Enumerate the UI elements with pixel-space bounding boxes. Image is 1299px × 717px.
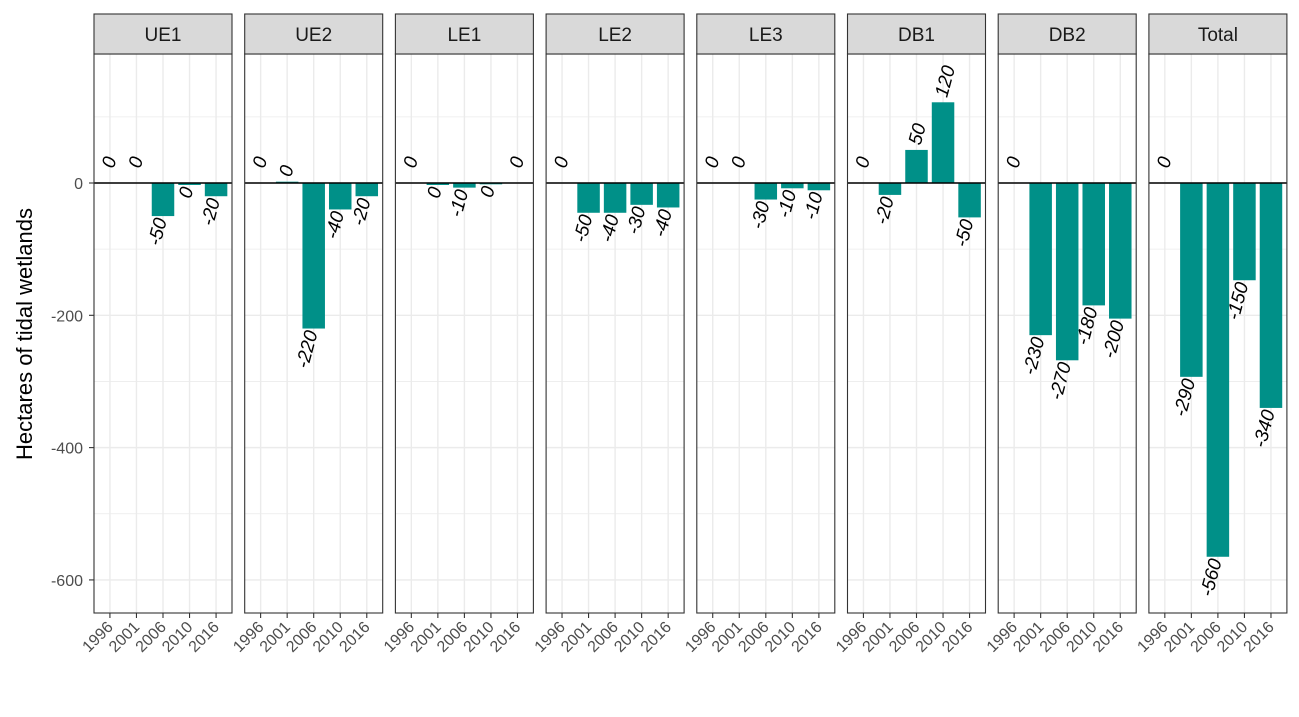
bar: [931, 102, 955, 183]
bar: [302, 183, 325, 329]
bar: [204, 183, 228, 197]
facet-strip-label: LE3: [749, 25, 783, 46]
facet-strip-label: DB1: [898, 25, 935, 46]
bar: [1206, 183, 1230, 557]
bar: [453, 183, 476, 188]
y-tick-label: 0: [74, 176, 83, 193]
bar: [151, 183, 175, 217]
x-tick-label: 2016: [1241, 619, 1278, 656]
bar: [178, 183, 201, 185]
facet-strip: [846, 13, 987, 55]
bar: [1180, 183, 1203, 377]
facet-strip: [394, 13, 534, 55]
bar: [1055, 183, 1079, 361]
y-tick-label: -200: [51, 308, 83, 325]
bar: [1259, 183, 1283, 408]
x-tick-label: 2016: [789, 619, 826, 656]
facet-strip: [1148, 13, 1288, 55]
facet-strip: [997, 13, 1137, 55]
bar: [630, 183, 653, 205]
x-tick-label: 2016: [1090, 619, 1127, 656]
bar: [754, 183, 778, 200]
bar: [656, 183, 680, 208]
bar: [328, 183, 352, 210]
bar: [905, 149, 928, 183]
x-tick-label: 2016: [186, 619, 223, 656]
bar: [1233, 183, 1256, 281]
x-tick-label: 2016: [336, 619, 373, 656]
bar: [577, 183, 600, 213]
facet-strip-label: LE1: [447, 25, 481, 46]
bar: [426, 183, 450, 185]
facet-strip: [696, 13, 836, 55]
y-tick-label: -400: [51, 441, 83, 458]
facet-strip: [545, 13, 685, 55]
bar: [1109, 183, 1132, 319]
bar: [878, 183, 902, 195]
facet-strip-label: LE2: [598, 25, 632, 46]
facet-strip-label: DB2: [1049, 25, 1086, 46]
facet-strip: [244, 13, 384, 55]
bar: [781, 183, 804, 189]
y-axis-ticks: 0 -200 -400 -600: [51, 176, 94, 590]
bar: [1029, 183, 1052, 336]
facet-panel-total: 0-290-560-150-340Total199620012006201020…: [1134, 13, 1288, 656]
x-tick-label: 2016: [638, 619, 675, 656]
y-tick-label: -600: [51, 573, 83, 590]
bar: [603, 183, 627, 213]
x-tick-label: 2016: [487, 619, 524, 656]
bar: [958, 183, 981, 218]
y-axis-label: Hectares of tidal wetlands: [12, 208, 37, 460]
bar: [355, 183, 379, 197]
bar: [807, 183, 831, 191]
facet-strip: [93, 13, 233, 55]
bar: [1082, 183, 1105, 306]
facet-panels: 0 0-500-20UE11996200120062010201600-220-4…: [80, 13, 1288, 656]
facet-strip-label: UE1: [145, 25, 182, 46]
facet-strip-label: Total: [1198, 25, 1238, 46]
x-tick-label: 2016: [939, 619, 976, 656]
facet-strip-label: UE2: [295, 25, 332, 46]
